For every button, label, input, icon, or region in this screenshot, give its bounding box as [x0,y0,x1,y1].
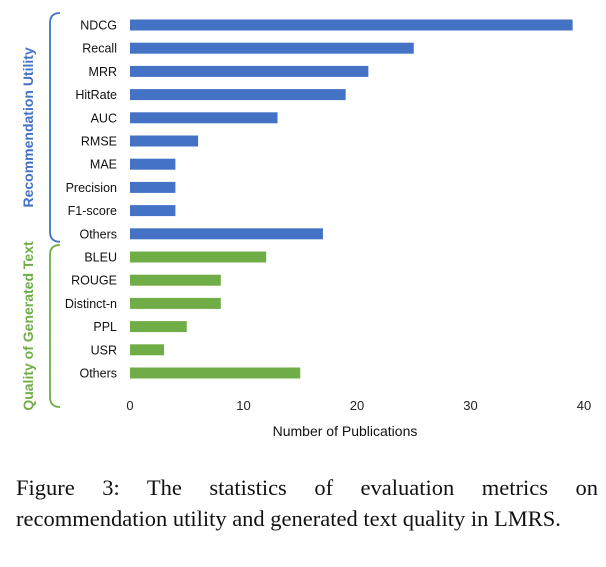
bar-0-7 [130,181,176,193]
bar-0-9 [130,228,323,240]
x-tick-label-0: 0 [126,398,133,413]
bar-1-2 [130,297,221,309]
figure-caption: Figure 3: The statistics of evaluation m… [16,475,598,531]
category-label-1-0: BLEU [84,251,117,265]
category-label-0-6: MAE [90,158,117,172]
x-tick-label-2: 20 [350,398,364,413]
category-labels-layer: NDCG Recall MRR HitRate AUC RMSE MAE Precision F… [65,19,117,381]
category-label-0-8: F1-score [68,204,117,218]
category-label-0-3: HitRate [75,88,117,102]
group-title-1: Quality of Generated Text [20,241,36,411]
bars-layer [130,19,573,379]
bar-0-3 [130,89,346,101]
x-axis-title: Number of Publications [273,423,418,439]
group-title-0: Recommendation Utility [20,47,36,207]
x-axis-ticks-layer: 0 10 20 30 40 [126,398,591,413]
bar-0-4 [130,112,278,124]
category-label-0-4: AUC [91,111,117,125]
bar-0-0 [130,19,573,31]
x-tick-label-4: 40 [577,398,591,413]
bar-0-5 [130,135,199,147]
bar-1-4 [130,344,165,356]
group-bracket-0 [49,12,61,243]
group-bracket-1 [49,244,61,408]
bar-0-6 [130,158,176,170]
bar-0-2 [130,65,369,77]
category-label-1-4: USR [91,343,117,357]
bar-0-8 [130,205,176,217]
x-tick-label-1: 10 [236,398,250,413]
group-titles-layer: Recommendation Utility Quality of Generat… [20,47,36,411]
category-label-0-0: NDCG [80,19,117,33]
x-tick-label-3: 30 [463,398,477,413]
bar-1-3 [130,321,187,333]
bar-1-0 [130,251,267,263]
bar-1-1 [130,274,221,286]
category-label-1-2: Distinct-n [65,297,117,311]
bar-1-5 [130,367,301,379]
category-label-0-9: Others [79,227,117,241]
group-brackets-layer [49,12,61,408]
category-label-1-5: Others [79,367,117,381]
category-label-0-5: RMSE [81,135,117,149]
category-label-1-1: ROUGE [71,274,117,288]
bar-chart: NDCG Recall MRR HitRate AUC RMSE MAE Precision F… [20,12,591,439]
category-label-0-2: MRR [89,65,117,79]
category-label-0-1: Recall [82,42,117,56]
category-label-1-3: PPL [93,320,117,334]
category-label-0-7: Precision [66,181,117,195]
bar-0-1 [130,42,414,54]
